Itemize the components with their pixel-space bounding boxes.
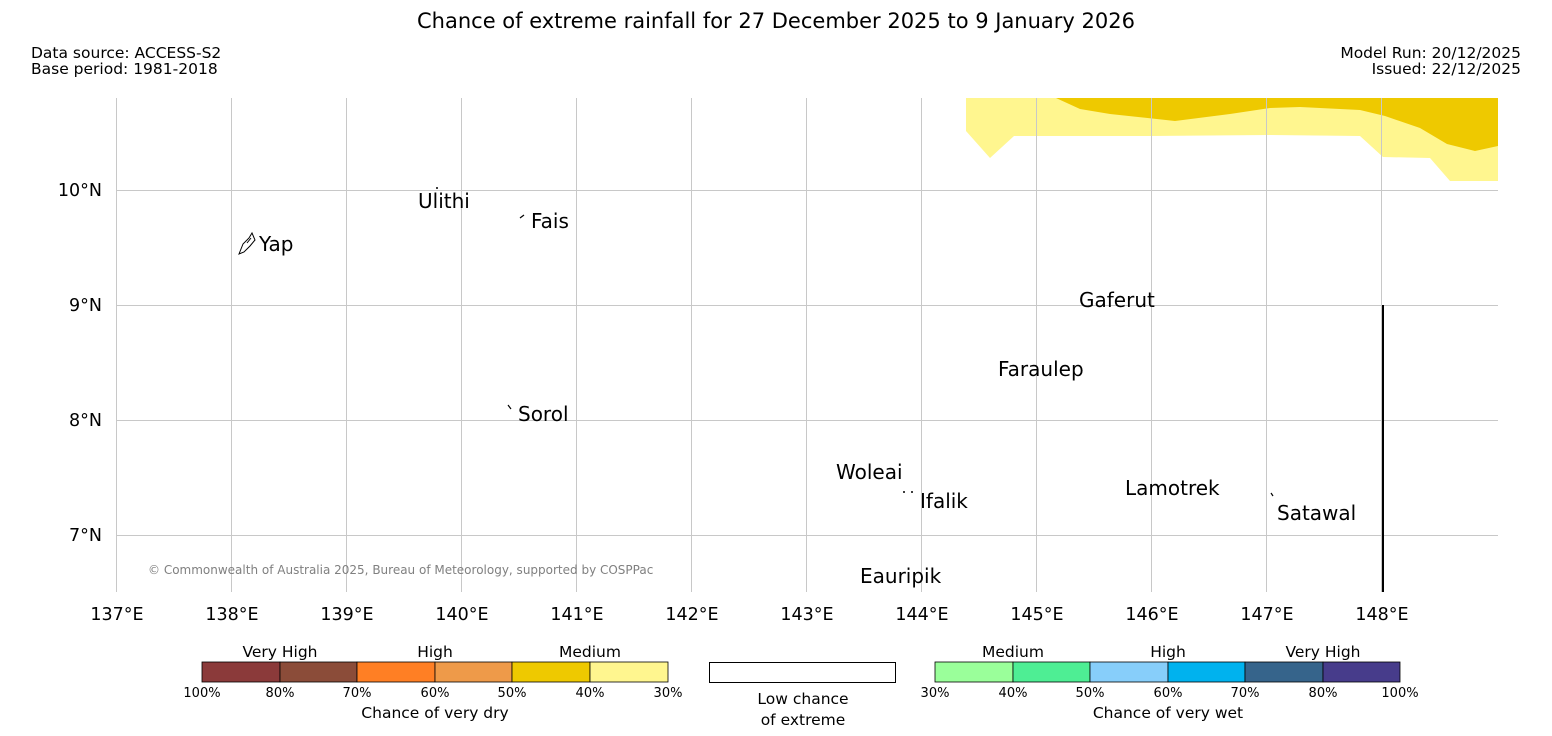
lat-tick-label: 10°N xyxy=(58,181,102,201)
lon-tick-label: 140°E xyxy=(435,605,488,625)
legend-dry-group-label: Very High xyxy=(242,643,317,661)
legend-wet-tick: 40% xyxy=(999,686,1028,701)
yap-island-outline xyxy=(238,231,256,255)
place-label-eauripik: Eauripik xyxy=(860,564,942,588)
place-label-ifalik: Ifalik xyxy=(920,489,968,513)
legend-dry-tick: 80% xyxy=(266,686,295,701)
legend-dry-tick: 60% xyxy=(421,686,450,701)
header-right: Model Run: 20/12/2025 Issued: 22/12/2025 xyxy=(1340,45,1521,77)
lon-tick-label: 145°E xyxy=(1010,605,1063,625)
shading-medium-light xyxy=(966,98,1498,181)
legend-dry-tick: 50% xyxy=(498,686,527,701)
lon-tick-label: 139°E xyxy=(320,605,373,625)
legend-wet-swatch xyxy=(1089,661,1169,683)
ifalik-island-mark xyxy=(911,491,913,493)
woleai-island-mark xyxy=(903,491,905,493)
legend-wet-swatch xyxy=(934,661,1014,683)
legend-dry-tick: 100% xyxy=(183,686,220,701)
data-source-text: Data source: ACCESS-S2 xyxy=(31,44,222,62)
header-left: Data source: ACCESS-S2 Base period: 1981… xyxy=(31,45,221,77)
legend-dry-group-label: High xyxy=(417,643,453,661)
legend-wet-swatch xyxy=(1012,661,1091,683)
issued-text: Issued: 22/12/2025 xyxy=(1371,60,1521,78)
copyright-text: © Commonwealth of Australia 2025, Bureau… xyxy=(148,563,653,577)
place-label-woleai: Woleai xyxy=(836,460,903,484)
legend-wet-tick: 60% xyxy=(1154,686,1183,701)
legend-dry-swatch xyxy=(201,661,281,683)
legend-wet-group-label: High xyxy=(1150,643,1186,661)
legend-wet-group-label: Medium xyxy=(982,643,1044,661)
lon-tick-label: 138°E xyxy=(205,605,258,625)
legend-wet-swatch xyxy=(1167,661,1246,683)
map-panel: Yap Ulithi Fais Sorol Gaferut Faraulep W… xyxy=(116,98,1498,592)
place-label-yap: Yap xyxy=(258,232,293,256)
legend-wet-group-label: Very High xyxy=(1285,643,1360,661)
lon-tick-label: 141°E xyxy=(550,605,603,625)
lon-tick-label: 144°E xyxy=(895,605,948,625)
place-label-fais: Fais xyxy=(531,209,569,233)
place-label-lamotrek: Lamotrek xyxy=(1125,476,1220,500)
lon-tick-label: 143°E xyxy=(780,605,833,625)
legend-wet-tick: 70% xyxy=(1231,686,1260,701)
lon-tick-label: 142°E xyxy=(665,605,718,625)
legend-low-label-line2: of extreme xyxy=(761,711,846,729)
legend-dry-group-label: Medium xyxy=(559,643,621,661)
lat-tick-label: 8°N xyxy=(69,411,102,431)
lon-tick-label: 137°E xyxy=(90,605,143,625)
legend-dry-tick: 70% xyxy=(343,686,372,701)
sorol-island-mark xyxy=(507,404,512,410)
legend-dry-swatch xyxy=(356,661,436,683)
legend-wet-label: Chance of very wet xyxy=(1093,704,1243,722)
place-label-ulithi: Ulithi xyxy=(418,189,470,213)
legend-low: Low chance of extreme xyxy=(709,662,896,729)
place-label-faraulep: Faraulep xyxy=(998,357,1084,381)
grid-lines xyxy=(116,98,1498,592)
legend-dry-swatch xyxy=(511,661,591,683)
legend-wet-tick: 50% xyxy=(1076,686,1105,701)
place-label-sorol: Sorol xyxy=(518,402,569,426)
lon-tick-label: 148°E xyxy=(1355,605,1408,625)
map-title: Chance of extreme rainfall for 27 Decemb… xyxy=(417,9,1135,33)
legend-wet: Medium High Very High 30% 40% 50% 60% 70… xyxy=(921,643,1419,722)
legend-dry-tick: 30% xyxy=(654,686,683,701)
base-period-text: Base period: 1981-2018 xyxy=(31,60,218,78)
place-label-satawal: Satawal xyxy=(1277,501,1356,525)
place-label-gaferut: Gaferut xyxy=(1079,288,1155,312)
lat-tick-label: 7°N xyxy=(69,526,102,546)
lon-tick-label: 147°E xyxy=(1240,605,1293,625)
legend-dry: Very High High Medium 100% 80% 70% 60% 5… xyxy=(183,643,682,722)
legend-dry-label: Chance of very dry xyxy=(361,704,508,722)
legend-wet-swatch xyxy=(1322,661,1401,683)
legend-low-swatch xyxy=(709,662,896,683)
legend-wet-tick: 30% xyxy=(921,686,950,701)
model-run-text: Model Run: 20/12/2025 xyxy=(1340,44,1521,62)
fais-island-mark xyxy=(519,214,525,219)
legend-dry-swatch xyxy=(434,661,513,683)
legend-dry-swatch xyxy=(589,661,669,683)
legend-dry-tick: 40% xyxy=(576,686,605,701)
legend-wet-tick: 100% xyxy=(1381,686,1418,701)
lon-tick-label: 146°E xyxy=(1125,605,1178,625)
satawal-island-mark xyxy=(1270,492,1274,497)
legend-dry-swatch xyxy=(279,661,358,683)
shading-medium-dark xyxy=(1056,98,1498,151)
legend-low-label-line1: Low chance xyxy=(757,690,848,708)
legend-wet-tick: 80% xyxy=(1309,686,1338,701)
legend-wet-swatch xyxy=(1244,661,1324,683)
ulithi-island-mark xyxy=(436,187,438,189)
lat-tick-label: 9°N xyxy=(69,296,102,316)
